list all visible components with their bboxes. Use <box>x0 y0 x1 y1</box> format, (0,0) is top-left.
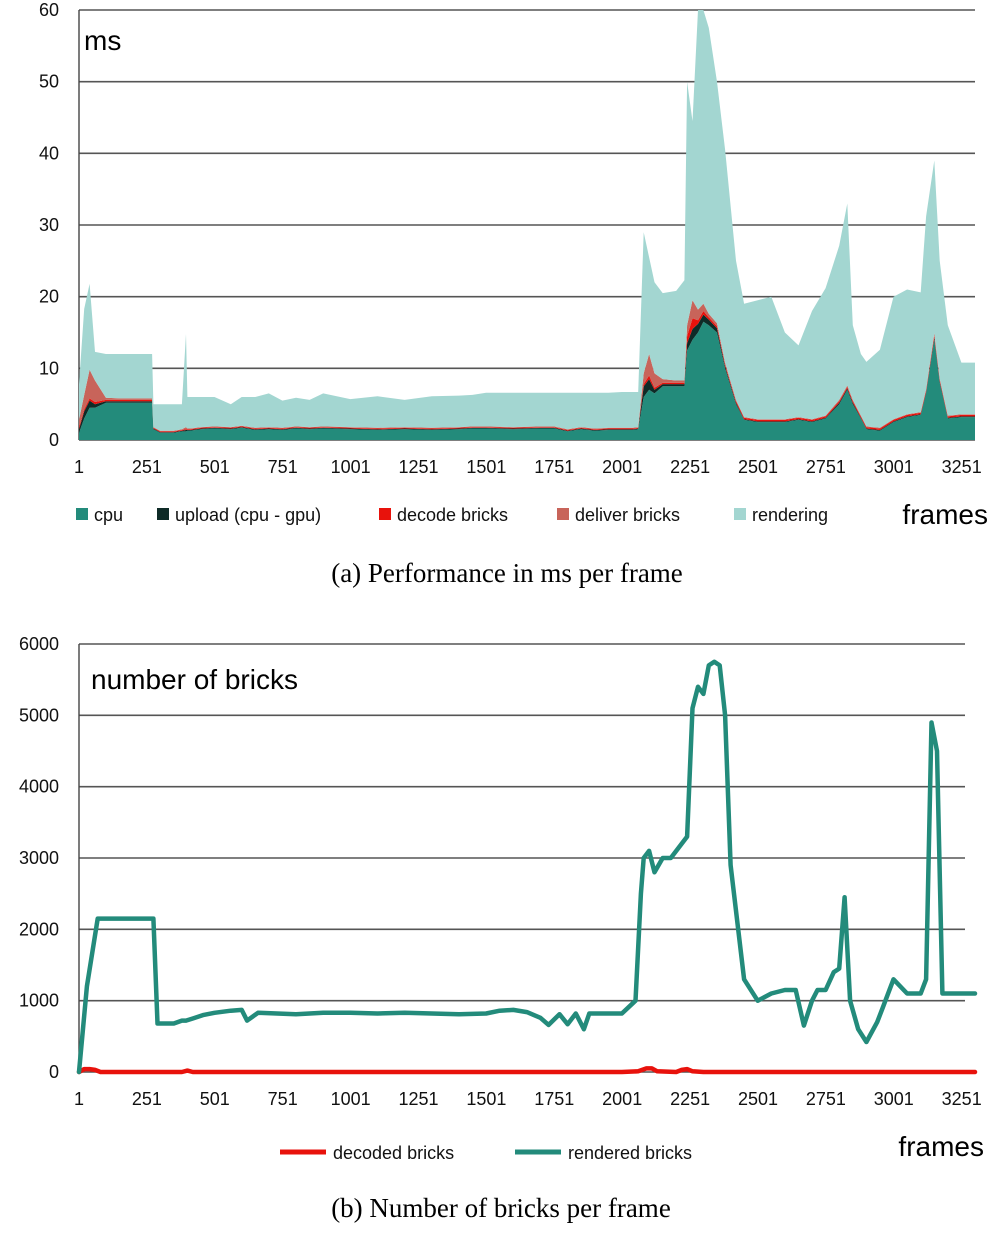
chart-b-y-tick-label: 5000 <box>19 705 59 725</box>
chart-a-x-tick-label: 2501 <box>738 457 778 477</box>
chart-a-areas <box>79 10 975 440</box>
chart-a-legend-swatch-deliver-bricks <box>557 508 569 520</box>
chart-b-x-ticks: 1 251 501 751 1001 1251 1501 1751 2001 2251 2501 27… <box>74 1089 982 1109</box>
chart-a-y-tick-label: 30 <box>39 215 59 235</box>
chart-b-inner-title: number of bricks <box>91 664 298 695</box>
chart-b-x-tick-label: 2751 <box>806 1089 846 1109</box>
chart-a-x-tick-label: 251 <box>132 457 162 477</box>
chart-b-x-tick-label: 501 <box>200 1089 230 1109</box>
chart-a-legend-label-deliver-bricks: deliver bricks <box>575 505 680 525</box>
chart-b-x-tick-label: 1251 <box>398 1089 438 1109</box>
chart-a-legend-label-rendering: rendering <box>752 505 828 525</box>
chart-b-x-tick-label: 2501 <box>738 1089 778 1109</box>
chart-a-x-tick-label: 751 <box>268 457 298 477</box>
chart-a-legend-swatch-decode-bricks <box>379 508 391 520</box>
chart-a-x-axis-label: frames <box>902 499 988 530</box>
chart-b-x-tick-label: 251 <box>132 1089 162 1109</box>
chart-b-x-tick-label: 1 <box>74 1089 84 1109</box>
chart-a-x-tick-label: 2001 <box>602 457 642 477</box>
chart-b-legend-label-decoded-bricks: decoded bricks <box>333 1143 454 1163</box>
chart-b-x-tick-label: 1001 <box>331 1089 371 1109</box>
chart-a-y-ticks: 0 10 20 30 40 50 60 <box>39 0 59 450</box>
chart-a-legend-label-cpu: cpu <box>94 505 123 525</box>
chart-b-y-tick-label: 3000 <box>19 848 59 868</box>
chart-b-y-tick-label: 4000 <box>19 777 59 797</box>
chart-b-x-tick-label: 3251 <box>942 1089 982 1109</box>
chart-a-area-rendering <box>79 10 975 431</box>
chart-a-y-tick-label: 0 <box>49 430 59 450</box>
chart-b-line-decoded-bricks <box>76 1066 978 1075</box>
chart-a-legend-swatch-rendering <box>734 508 746 520</box>
chart-a-x-tick-label: 1 <box>74 457 84 477</box>
chart-a-x-tick-label: 501 <box>200 457 230 477</box>
chart-a-y-tick-label: 50 <box>39 72 59 92</box>
chart-a-caption: (a) Performance in ms per frame <box>331 558 683 588</box>
chart-a-y-tick-label: 60 <box>39 0 59 20</box>
chart-a-x-tick-label: 2751 <box>806 457 846 477</box>
chart-b-y-tick-label: 6000 <box>19 634 59 654</box>
chart-b-x-tick-label: 1501 <box>466 1089 506 1109</box>
chart-a-legend-label-upload-cpu-gpu: upload (cpu - gpu) <box>175 505 321 525</box>
chart-a-x-tick-label: 3251 <box>942 457 982 477</box>
chart-b-x-tick-label: 3001 <box>874 1089 914 1109</box>
chart-a-legend-swatch-cpu <box>76 508 88 520</box>
chart-b-x-tick-label: 2001 <box>602 1089 642 1109</box>
chart-b-x-tick-label: 1751 <box>534 1089 574 1109</box>
chart-a-x-ticks: 1 251 501 751 1001 1251 1501 1751 2001 2251 2501 27… <box>74 457 982 477</box>
chart-b-line-rendered-bricks <box>76 659 978 1075</box>
chart-a-y-tick-label: 20 <box>39 287 59 307</box>
chart-b-y-tick-label: 0 <box>49 1062 59 1082</box>
chart-b-legend: decoded bricks rendered bricks <box>280 1143 692 1163</box>
chart-b-y-ticks: 0 1000 2000 3000 4000 5000 6000 <box>19 634 59 1082</box>
chart-a-x-tick-label: 2251 <box>670 457 710 477</box>
chart-a-y-tick-label: 10 <box>39 358 59 378</box>
chart-a-x-tick-label: 1251 <box>398 457 438 477</box>
chart-a-x-tick-label: 3001 <box>874 457 914 477</box>
chart-b-x-tick-label: 2251 <box>670 1089 710 1109</box>
chart-b-x-tick-label: 751 <box>268 1089 298 1109</box>
chart-a-x-tick-label: 1501 <box>466 457 506 477</box>
chart-a-legend: cpu upload (cpu - gpu) decode bricks delive… <box>76 505 828 525</box>
chart-a-inner-title: ms <box>84 25 121 56</box>
chart-a-legend-label-decode-bricks: decode bricks <box>397 505 508 525</box>
chart-b-gridlines <box>78 643 965 1073</box>
chart-b-y-tick-label: 1000 <box>19 991 59 1011</box>
chart-b-lines <box>76 659 978 1075</box>
chart-a-x-tick-label: 1751 <box>534 457 574 477</box>
chart-a-y-tick-label: 40 <box>39 143 59 163</box>
chart-a-gridlines <box>78 9 975 441</box>
chart-b-x-axis-label: frames <box>898 1131 984 1162</box>
chart-a-area-cpu <box>79 321 975 440</box>
chart-a-legend-swatch-upload-cpu-gpu <box>157 508 169 520</box>
chart-a-x-tick-label: 1001 <box>331 457 371 477</box>
chart-b-legend-label-rendered-bricks: rendered bricks <box>568 1143 692 1163</box>
chart-b-y-tick-label: 2000 <box>19 919 59 939</box>
chart-b-caption: (b) Number of bricks per frame <box>331 1193 671 1223</box>
